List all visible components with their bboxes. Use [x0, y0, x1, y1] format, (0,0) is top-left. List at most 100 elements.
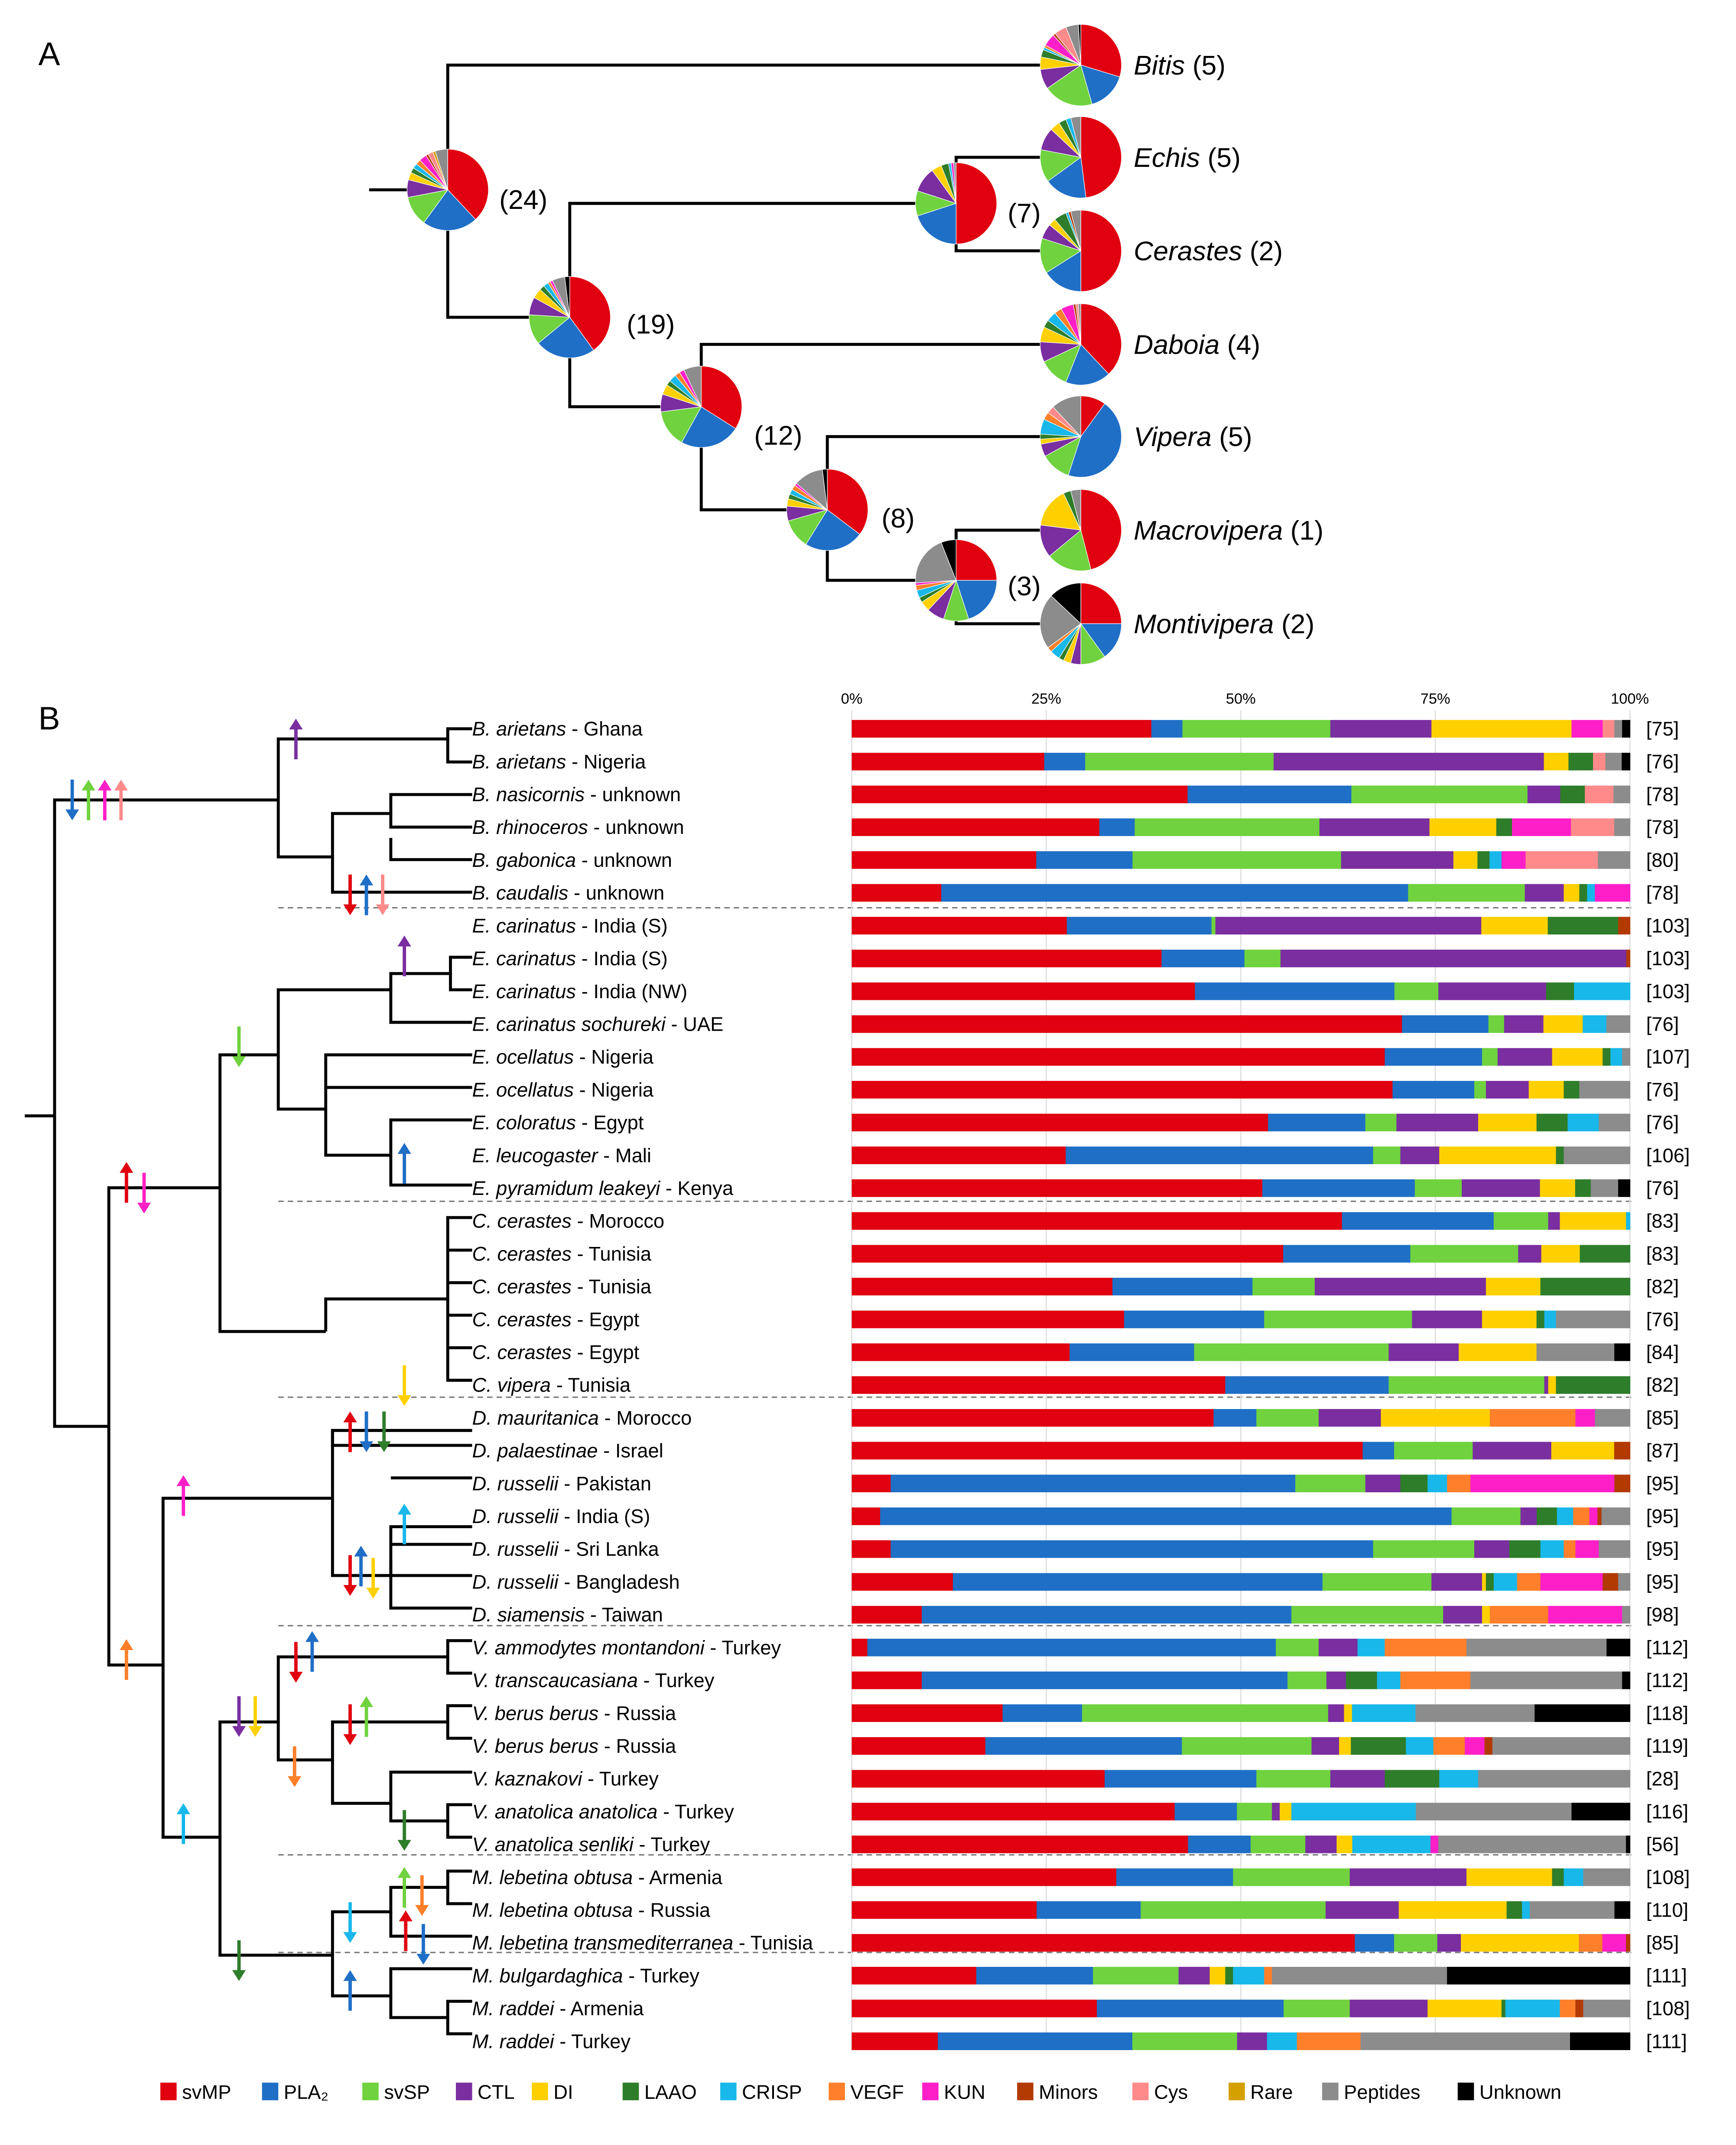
stacked-bar-row	[852, 1343, 1631, 1361]
bar-segment-svmp	[852, 1409, 1214, 1427]
legend-label: VEGF	[850, 2081, 904, 2103]
taxon-label: M. lebetina transmediterranea - Tunisia	[472, 1932, 813, 1954]
pie-chart	[1040, 24, 1122, 106]
genus-label: Montivipera (2)	[1134, 609, 1314, 639]
bar-segment-crisp	[1357, 1638, 1385, 1657]
loss-arrow-cys	[376, 874, 390, 915]
pie-chart	[915, 162, 997, 244]
bar-segment-unknown	[1618, 1179, 1631, 1197]
bar-segment-vegf	[1297, 2032, 1361, 2051]
bar-segment-pla2	[1002, 1704, 1083, 1722]
legend-item-vegf: VEGF	[829, 2081, 904, 2103]
bar-segment-vegf	[1385, 1638, 1467, 1657]
pie-slice-svsp	[1044, 344, 1082, 383]
gain-arrow-svmp	[343, 1411, 357, 1452]
stacked-bar-row	[852, 1868, 1631, 1886]
taxon-label: D. russelii - India (S)	[472, 1505, 650, 1527]
stacked-bar-row	[852, 1474, 1631, 1493]
bar-segment-kun	[1575, 1540, 1599, 1558]
bar-segment-peptides	[1478, 1770, 1631, 1788]
bar-segment-pla2	[891, 1474, 1296, 1493]
genus-label: Bitis (5)	[1134, 50, 1226, 81]
tree-branch	[276, 1055, 472, 1111]
bar-segment-pla2	[941, 884, 1409, 902]
taxon-label: V. kaznakovi - Turkey	[472, 1768, 659, 1790]
bar-segment-crisp	[1544, 1310, 1557, 1328]
bar-segment-ctl	[1319, 818, 1430, 836]
genus-tree	[369, 63, 1078, 625]
tree-branch	[331, 1869, 472, 1956]
pie-slice-pla2	[1046, 250, 1081, 292]
legend-label: CRISP	[742, 2081, 802, 2103]
bar-segment-kun	[1430, 1836, 1439, 1853]
legend-item-rare: Rare	[1229, 2081, 1293, 2103]
bar-segment-pla2	[1112, 1278, 1253, 1295]
legend-label: CTL	[478, 2081, 515, 2103]
reference-label: [78]	[1646, 784, 1679, 806]
pie-slice-svmp	[956, 539, 997, 581]
legend-swatch	[262, 2083, 279, 2100]
pie-chart	[786, 469, 868, 551]
gain-arrow-svmp	[120, 1162, 133, 1203]
taxon-label: E. leucogaster - Mali	[472, 1144, 651, 1166]
pie-chart	[529, 276, 611, 358]
bar-segment-laao	[1568, 752, 1593, 771]
stacked-bar-row	[852, 950, 1631, 967]
bar-segment-pla2	[1161, 950, 1245, 967]
bar-segment-svmp	[852, 1081, 1393, 1099]
taxon-label: B. nasicornis - unknown	[472, 784, 681, 806]
bar-segment-crisp	[1291, 1803, 1417, 1821]
taxon-label: E. carinatus - India (S)	[472, 947, 668, 970]
reference-label: [103]	[1646, 915, 1690, 937]
bar-segment-svsp	[1394, 1442, 1473, 1460]
legend-label: PLA₂	[284, 2081, 328, 2103]
bar-segment-unknown	[1606, 1638, 1631, 1657]
pie-slice-pla2	[681, 406, 736, 448]
legend-swatch	[1457, 2083, 1474, 2100]
gain-arrow-pla2	[305, 1631, 319, 1672]
legend-label: KUN	[944, 2081, 985, 2103]
legend-label: LAAO	[644, 2081, 697, 2103]
pie-chart	[1040, 210, 1122, 292]
loss-arrow-pla2	[359, 1411, 374, 1452]
bar-segment-peptides	[1470, 1671, 1623, 1689]
bar-segment-peptides	[1272, 1966, 1448, 1985]
pie-slice-peptides	[953, 162, 956, 204]
bar-segment-svmp	[852, 1638, 868, 1657]
loss-arrow-pla2	[416, 1924, 430, 1965]
stacked-bar-row	[852, 1212, 1631, 1230]
bar-segment-pla2	[1213, 1409, 1257, 1427]
legend-label: Cys	[1154, 2081, 1188, 2103]
bar-segment-unknown	[1622, 1671, 1631, 1689]
stacked-bar-row	[852, 851, 1631, 869]
bar-segment-peptides	[1415, 1704, 1535, 1722]
stacked-bar-row	[852, 1442, 1631, 1460]
taxon-label: E. pyramidum leakeyi - Kenya	[472, 1177, 734, 1199]
bar-segment-laao	[1501, 1999, 1506, 2018]
stacked-bar-row	[852, 1310, 1631, 1328]
taxon-label: M. raddei - Armenia	[472, 1998, 644, 2020]
stacked-bar-row	[852, 917, 1631, 935]
reference-label: [85]	[1646, 1407, 1679, 1429]
bar-segment-svmp	[852, 1278, 1113, 1295]
taxon-label: B. rhinoceros - unknown	[472, 816, 684, 838]
bar-segment-laao	[1536, 1113, 1568, 1132]
bar-segment-kun	[1571, 720, 1603, 738]
bar-segment-svsp	[1295, 1474, 1366, 1493]
bar-segment-crisp	[1540, 1540, 1564, 1558]
bar-segment-svsp	[1132, 2032, 1238, 2051]
pie-slice-pla2	[1047, 156, 1086, 199]
tree-branch	[446, 1821, 472, 1839]
taxon-label: E. coloratus - Egypt	[472, 1112, 644, 1134]
bar-segment-unknown	[1447, 1966, 1631, 1985]
bar-segment-di	[1486, 1278, 1541, 1295]
taxon-label: M. lebetina obtusa - Russia	[472, 1899, 711, 1921]
taxon-label: V. berus berus - Russia	[472, 1735, 676, 1757]
bar-segment-di	[1461, 1934, 1580, 1952]
pie-slice-svmp	[1080, 210, 1122, 292]
taxon-label: D. siamensis - Taiwan	[472, 1604, 663, 1626]
taxon-labels: B. arietans - Ghana B. arietans - Nigeria…	[472, 718, 813, 2052]
bar-segment-crisp	[1427, 1474, 1448, 1493]
bar-segment-svsp	[1256, 1770, 1331, 1788]
bar-segment-pla2	[1195, 982, 1395, 1000]
